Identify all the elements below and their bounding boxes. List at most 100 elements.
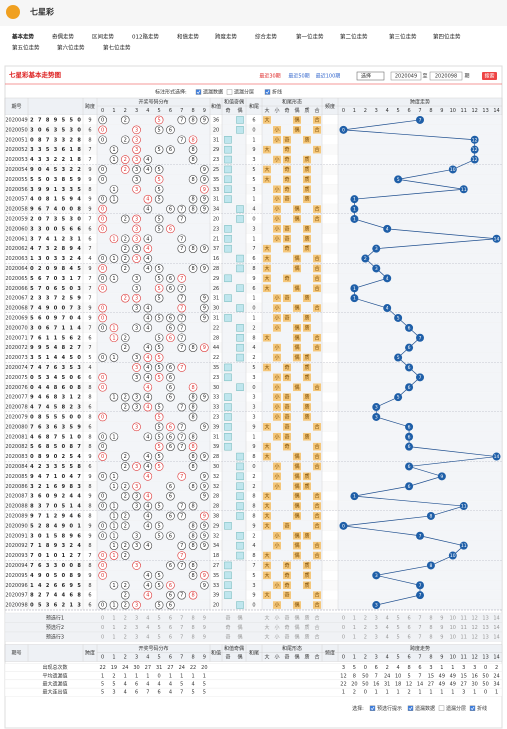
preselect-cell[interactable]: 10 bbox=[450, 615, 456, 621]
preselect-cell[interactable]: 4 bbox=[146, 625, 149, 631]
preselect-cell[interactable]: 5 bbox=[158, 625, 161, 631]
preselect-cell[interactable]: 偶 bbox=[237, 614, 242, 621]
to-input[interactable] bbox=[429, 71, 463, 81]
select-box[interactable] bbox=[356, 71, 385, 81]
preselect-cell[interactable]: 奇 bbox=[284, 614, 289, 621]
preselect-cell[interactable]: 4 bbox=[146, 634, 149, 640]
preselect-cell[interactable]: 7 bbox=[180, 625, 183, 631]
preselect-cell[interactable]: 0 bbox=[342, 625, 345, 631]
nav-tab[interactable]: 区间走势 bbox=[92, 33, 115, 41]
preselect-cell[interactable]: 0 bbox=[101, 634, 104, 640]
range-link[interactable]: 最近50期 bbox=[288, 73, 309, 80]
preselect-cell[interactable]: 7 bbox=[180, 634, 183, 640]
preselect-cell[interactable]: 11 bbox=[461, 634, 467, 640]
search-button[interactable] bbox=[482, 72, 497, 80]
nav-tab[interactable]: 综合走势 bbox=[255, 33, 278, 41]
preselect-cell[interactable]: 0 bbox=[342, 615, 345, 621]
preselect-cell[interactable]: 9 bbox=[440, 625, 443, 631]
preselect-cell[interactable]: 2 bbox=[124, 625, 127, 631]
preselect-cell[interactable]: 1 bbox=[353, 615, 356, 621]
preselect-cell[interactable]: 8 bbox=[429, 615, 432, 621]
preselect-cell[interactable]: 2 bbox=[364, 615, 367, 621]
preselect-cell[interactable]: 13 bbox=[482, 615, 488, 621]
preselect-cell[interactable]: 1 bbox=[112, 625, 115, 631]
from-input[interactable] bbox=[390, 71, 422, 81]
nav-tab[interactable]: 012路走势 bbox=[132, 33, 159, 41]
preselect-cell[interactable]: 8 bbox=[191, 634, 194, 640]
preselect-cell[interactable]: 9 bbox=[440, 634, 443, 640]
preselect-cell[interactable]: 奇 bbox=[284, 624, 289, 631]
preselect-cell[interactable]: 1 bbox=[353, 634, 356, 640]
range-link[interactable]: 最近30期 bbox=[259, 73, 280, 80]
preselect-cell[interactable]: 6 bbox=[407, 634, 410, 640]
preselect-cell[interactable]: 8 bbox=[191, 625, 194, 631]
preselect-cell[interactable]: 1 bbox=[112, 634, 115, 640]
preselect-cell[interactable]: 小 bbox=[274, 614, 279, 621]
preselect-cell[interactable]: 6 bbox=[407, 615, 410, 621]
preselect-cell[interactable]: 大 bbox=[264, 633, 269, 640]
preselect-cell[interactable]: 6 bbox=[169, 615, 172, 621]
nav-tab[interactable]: 第六位走势 bbox=[57, 44, 85, 52]
preselect-cell[interactable]: 大 bbox=[264, 624, 269, 631]
preselect-cell[interactable]: 偶 bbox=[294, 633, 299, 640]
preselect-cell[interactable]: 7 bbox=[418, 615, 421, 621]
preselect-cell[interactable]: 4 bbox=[386, 615, 389, 621]
checkbox[interactable] bbox=[264, 89, 271, 95]
preselect-cell[interactable]: 3 bbox=[375, 615, 378, 621]
nav-tab[interactable]: 第一位走势 bbox=[296, 33, 324, 41]
preselect-cell[interactable]: 9 bbox=[440, 615, 443, 621]
preselect-cell[interactable]: 小 bbox=[274, 624, 279, 631]
preselect-cell[interactable]: 7 bbox=[418, 634, 421, 640]
preselect-cell[interactable]: 3 bbox=[375, 625, 378, 631]
checkbox[interactable] bbox=[469, 705, 476, 711]
preselect-cell[interactable]: 8 bbox=[429, 625, 432, 631]
preselect-cell[interactable]: 质 bbox=[304, 633, 309, 640]
preselect-cell[interactable]: 5 bbox=[397, 625, 400, 631]
preselect-cell[interactable]: 小 bbox=[274, 633, 279, 640]
preselect-cell[interactable]: 1 bbox=[353, 625, 356, 631]
preselect-cell[interactable]: 3 bbox=[375, 634, 378, 640]
preselect-cell[interactable]: 8 bbox=[429, 634, 432, 640]
checkbox[interactable] bbox=[407, 705, 414, 711]
preselect-cell[interactable]: 0 bbox=[342, 634, 345, 640]
preselect-cell[interactable]: 偶 bbox=[294, 614, 299, 621]
preselect-cell[interactable]: 0 bbox=[101, 615, 104, 621]
preselect-cell[interactable]: 偶 bbox=[237, 624, 242, 631]
preselect-cell[interactable]: 2 bbox=[124, 615, 127, 621]
preselect-cell[interactable]: 2 bbox=[124, 634, 127, 640]
preselect-cell[interactable]: 7 bbox=[180, 615, 183, 621]
preselect-cell[interactable]: 5 bbox=[397, 615, 400, 621]
preselect-cell[interactable]: 12 bbox=[471, 634, 477, 640]
preselect-cell[interactable]: 4 bbox=[386, 625, 389, 631]
preselect-cell[interactable]: 6 bbox=[169, 634, 172, 640]
nav-tab[interactable]: 奇偶走势 bbox=[52, 33, 75, 41]
checkbox[interactable] bbox=[226, 89, 233, 95]
preselect-cell[interactable]: 3 bbox=[135, 634, 138, 640]
preselect-cell[interactable]: 1 bbox=[112, 615, 115, 621]
preselect-cell[interactable]: 13 bbox=[482, 634, 488, 640]
preselect-cell[interactable]: 14 bbox=[493, 615, 499, 621]
preselect-cell[interactable]: 12 bbox=[471, 615, 477, 621]
preselect-cell[interactable]: 10 bbox=[450, 634, 456, 640]
nav-tab[interactable]: 第二位走势 bbox=[340, 33, 368, 41]
nav-tab[interactable]: 第三位走势 bbox=[389, 33, 417, 41]
preselect-cell[interactable]: 质 bbox=[304, 624, 309, 631]
preselect-cell[interactable]: 9 bbox=[203, 625, 206, 631]
preselect-cell[interactable]: 偶 bbox=[237, 633, 242, 640]
preselect-cell[interactable]: 5 bbox=[158, 634, 161, 640]
preselect-cell[interactable]: 12 bbox=[471, 625, 477, 631]
checkbox[interactable] bbox=[438, 705, 445, 711]
preselect-cell[interactable]: 奇 bbox=[225, 614, 230, 621]
preselect-cell[interactable]: 大 bbox=[264, 614, 269, 621]
preselect-cell[interactable]: 11 bbox=[461, 625, 467, 631]
range-link[interactable]: 最近100期 bbox=[316, 73, 341, 80]
nav-tab[interactable]: 基本走势 bbox=[11, 33, 35, 41]
preselect-cell[interactable]: 6 bbox=[407, 625, 410, 631]
nav-tab[interactable]: 第五位走势 bbox=[12, 44, 40, 52]
preselect-cell[interactable]: 奇 bbox=[284, 633, 289, 640]
preselect-cell[interactable]: 奇 bbox=[225, 633, 230, 640]
preselect-cell[interactable]: 3 bbox=[135, 615, 138, 621]
preselect-cell[interactable]: 2 bbox=[364, 634, 367, 640]
preselect-cell[interactable]: 14 bbox=[493, 625, 499, 631]
preselect-cell[interactable]: 14 bbox=[493, 634, 499, 640]
